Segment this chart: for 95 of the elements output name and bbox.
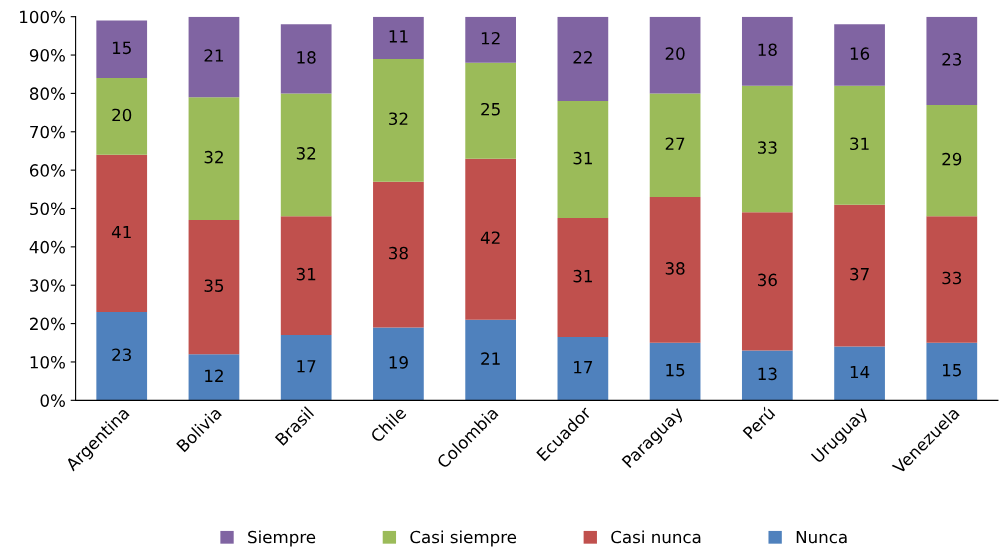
legend-label: Casi siempre [410, 530, 517, 547]
data-label: 23 [112, 348, 131, 362]
data-label: 32 [204, 150, 223, 164]
bar [557, 101, 609, 219]
bar [741, 212, 793, 351]
bar [465, 158, 517, 320]
legend-label: Nunca [796, 530, 847, 544]
bar [96, 20, 148, 79]
data-label: 38 [665, 262, 685, 275]
bar [373, 16, 424, 59]
bar [557, 218, 609, 338]
data-label: 31 [296, 267, 316, 281]
y-tick-label: 90% [29, 49, 65, 62]
data-label: 12 [481, 31, 500, 45]
bar [188, 97, 240, 221]
y-tick-label: 80% [29, 87, 65, 100]
y-tick-label: 20% [30, 317, 65, 331]
data-label: 18 [297, 51, 316, 64]
data-label: 15 [943, 363, 961, 377]
bar [188, 354, 240, 401]
bar [280, 216, 332, 336]
bar [649, 196, 701, 343]
bar [834, 204, 885, 347]
data-label: 35 [204, 279, 224, 292]
bar [741, 85, 793, 213]
bar [834, 85, 885, 205]
data-label: 14 [850, 365, 870, 379]
data-label: 25 [481, 102, 500, 116]
data-label: 15 [666, 363, 685, 377]
bar [465, 319, 517, 401]
bar [834, 346, 885, 401]
bar [926, 216, 978, 343]
bar [373, 181, 424, 328]
bar [557, 16, 609, 102]
bar [373, 58, 424, 182]
y-tick-label: 100% [20, 10, 65, 24]
data-label: 31 [573, 269, 592, 283]
data-label: 27 [665, 137, 685, 150]
bar [373, 327, 424, 401]
y-tick-label: 40% [29, 240, 65, 254]
data-label: 13 [758, 367, 777, 381]
data-label: 21 [481, 352, 500, 365]
data-label: 41 [111, 225, 131, 239]
data-label: 31 [573, 151, 592, 165]
y-tick-label: 0% [40, 394, 65, 407]
data-label: 38 [389, 246, 408, 260]
bar [96, 154, 148, 313]
data-label: 18 [758, 43, 777, 57]
data-label: 42 [480, 231, 500, 244]
bar [741, 350, 793, 401]
y-tick-label: 10% [30, 355, 65, 369]
bar [465, 62, 517, 159]
bar [926, 342, 978, 401]
y-tick-label: 60% [30, 164, 65, 177]
bar [96, 312, 148, 401]
bar [557, 337, 609, 401]
data-label: 17 [574, 361, 593, 374]
bar [280, 24, 332, 94]
data-label: 31 [850, 137, 869, 151]
data-label: 33 [942, 271, 962, 285]
bar [280, 93, 332, 217]
bar [926, 104, 978, 217]
bar [649, 16, 701, 94]
data-label: 32 [389, 112, 408, 126]
data-label: 12 [205, 369, 223, 382]
data-label: 11 [389, 30, 408, 43]
bar [280, 335, 332, 401]
y-tick-label: 70% [30, 125, 65, 139]
bar [926, 16, 978, 105]
y-tick-label: 50% [30, 202, 65, 216]
data-label: 19 [389, 356, 408, 369]
bar [741, 16, 793, 86]
data-label: 15 [112, 41, 131, 55]
data-label: 23 [942, 53, 962, 66]
data-label: 22 [573, 51, 592, 64]
y-tick-label: 30% [30, 279, 65, 292]
bar [834, 24, 885, 86]
bar [96, 78, 148, 155]
legend-label: Siempre [248, 530, 316, 547]
data-label: 36 [758, 273, 777, 287]
bar [188, 220, 240, 355]
data-label: 20 [112, 108, 132, 122]
bar [649, 342, 701, 401]
data-label: 21 [204, 49, 224, 62]
bar [465, 16, 517, 63]
legend-label: Casi nunca [611, 530, 701, 544]
bar [188, 16, 240, 98]
bar [649, 93, 701, 197]
data-label: 17 [297, 360, 316, 373]
data-label: 37 [850, 267, 869, 281]
data-label: 33 [758, 141, 777, 154]
data-label: 20 [665, 47, 685, 60]
data-label: 32 [296, 147, 316, 160]
data-label: 16 [850, 47, 870, 60]
data-label: 29 [942, 152, 962, 166]
